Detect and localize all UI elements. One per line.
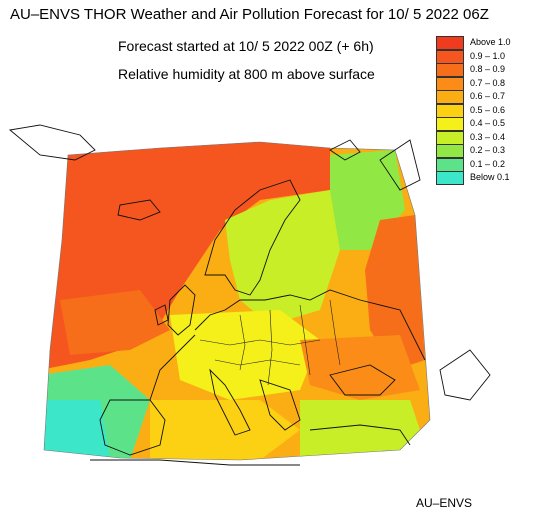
iceland-coast xyxy=(117,199,161,221)
greenland-coast xyxy=(8,124,96,161)
north-africa-coast xyxy=(90,459,300,466)
legend-row: 0.2 – 0.3 xyxy=(436,144,546,158)
field-high-west xyxy=(60,290,170,355)
field-lowest-southwest xyxy=(44,400,110,460)
legend-label: 0.4 – 0.5 xyxy=(470,118,506,128)
legend-label: 0.5 – 0.6 xyxy=(470,104,506,115)
field-mid-scandinavia xyxy=(225,190,340,325)
legend-swatch xyxy=(436,171,464,185)
scandinavia-coast xyxy=(204,179,301,296)
italy-coast xyxy=(209,368,251,436)
legend-swatch xyxy=(436,36,464,50)
border-line-6 xyxy=(329,299,341,366)
border-line-2 xyxy=(214,359,301,366)
north-european-coast xyxy=(194,289,426,361)
legend-label: 0.9 – 1.0 xyxy=(470,50,506,61)
iberia-coast xyxy=(99,399,166,456)
legend-swatch xyxy=(436,63,464,77)
black-sea-coast xyxy=(329,364,396,396)
caspian-coast xyxy=(439,349,491,401)
country-borders xyxy=(199,299,341,386)
border-line-5 xyxy=(299,304,311,376)
legend-row: 0.7 – 0.8 xyxy=(436,76,546,91)
coastlines xyxy=(8,124,491,466)
border-line-3 xyxy=(239,314,246,371)
forecast-map xyxy=(8,124,491,466)
field-low-southeast xyxy=(300,400,430,460)
anatolia-coast xyxy=(309,424,411,446)
forecast-title: AU–ENVS THOR Weather and Air Pollution F… xyxy=(10,6,489,23)
svalbard-coast xyxy=(329,139,361,161)
legend-label: 0.8 – 0.9 xyxy=(470,64,506,74)
legend-label: Below 0.1 xyxy=(470,172,510,182)
legend-row: 0.8 – 0.9 xyxy=(436,63,546,77)
legend-row: 0.9 – 1.0 xyxy=(436,49,546,64)
border-line-4 xyxy=(267,309,273,386)
footer-credit: AU–ENVS xyxy=(416,496,473,510)
legend-label: 0.7 – 0.8 xyxy=(470,77,506,88)
field-mid-central xyxy=(170,310,320,400)
field-high-east xyxy=(365,215,425,370)
britain-coast xyxy=(167,284,196,336)
legend-label: 0.2 – 0.3 xyxy=(470,145,506,155)
forecast-start-time: Forecast started at 10/ 5 2022 00Z (+ 6h… xyxy=(118,38,374,54)
balkans-coast xyxy=(259,379,301,431)
field-mid-mediterranean xyxy=(150,400,300,460)
legend-label: Above 1.0 xyxy=(470,37,511,47)
legend-label: 0.6 – 0.7 xyxy=(470,91,506,101)
color-legend: Above 1.0 0.9 – 1.0 0.8 – 0.9 0.7 – 0.8 0.6 … xyxy=(436,36,546,185)
legend-row: Below 0.1 xyxy=(436,171,546,185)
ireland-coast xyxy=(154,304,169,326)
legend-label: 0.3 – 0.4 xyxy=(470,131,506,142)
novaya-zemlya-coast xyxy=(379,139,421,191)
field-description: Relative humidity at 800 m above surface xyxy=(118,66,375,82)
france-coast xyxy=(149,334,196,401)
border-line-1 xyxy=(199,339,321,346)
legend-label: 0.1 – 0.2 xyxy=(470,158,506,169)
legend-swatch xyxy=(436,49,464,64)
legend-row: 0.3 – 0.4 xyxy=(436,130,546,145)
domain-boundary xyxy=(43,141,431,461)
legend-swatch xyxy=(436,76,464,91)
legend-row: Above 1.0 xyxy=(436,36,546,50)
